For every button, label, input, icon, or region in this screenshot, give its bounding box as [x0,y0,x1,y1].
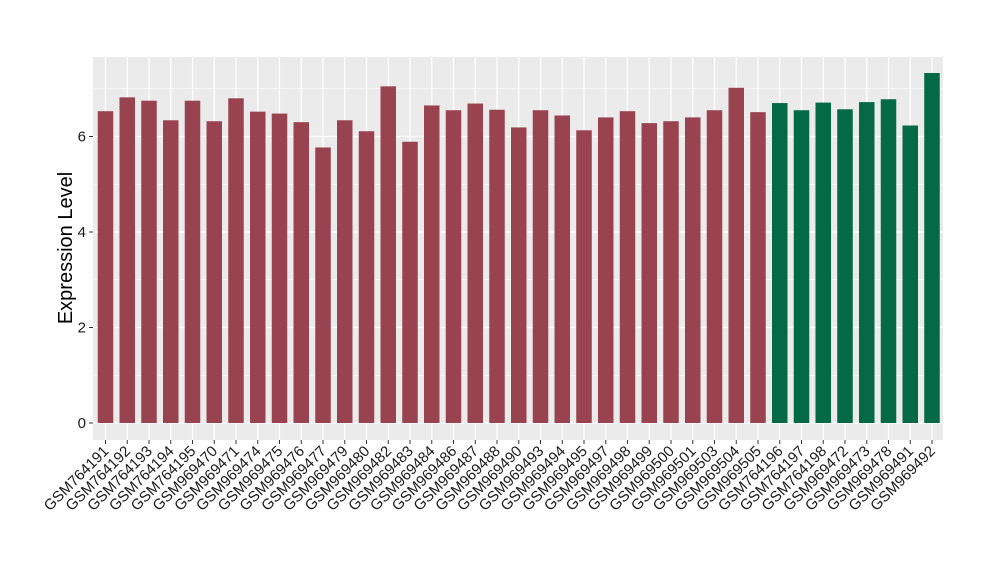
bar-GSM969499 [641,123,657,423]
bar-GSM969493 [532,110,549,424]
y-tick-label: 0 [78,415,86,432]
bar-GSM969471 [228,98,244,424]
bar-GSM969470 [206,121,222,423]
bar-GSM764191 [97,111,114,423]
y-axis: 0 2 4 6 [78,129,93,432]
bar-GSM969492 [924,72,940,424]
bar-GSM969497 [598,117,614,424]
bar-GSM969483 [402,141,418,423]
y-tick-label: 2 [78,320,86,337]
x-axis: GSM764191GSM764192GSM764193GSM764194GSM7… [41,440,939,514]
bar-GSM969475 [271,113,288,423]
bar-GSM969478 [880,99,897,423]
bar-GSM969474 [250,111,266,424]
bar-GSM764196 [772,103,788,423]
bar-GSM969479 [337,120,353,423]
bar-GSM969500 [663,121,679,423]
bar-GSM969505 [750,112,766,424]
bar-GSM969484 [424,105,440,424]
bar-GSM969488 [489,109,505,423]
bar-GSM969477 [315,147,331,424]
bar-GSM969490 [511,127,527,424]
bar-GSM969482 [380,86,396,424]
bar-GSM764194 [163,120,179,423]
y-tick-label: 6 [78,129,86,146]
bar-GSM969491 [902,125,918,423]
bar-GSM969473 [859,102,875,424]
bars-group [97,72,940,424]
bar-GSM764192 [119,97,135,423]
bar-GSM969504 [728,87,744,424]
bar-GSM764197 [793,110,810,424]
y-axis-title: Expression Level [55,172,77,324]
bar-GSM764193 [141,100,157,423]
bar-GSM969501 [685,117,701,424]
bar-GSM969503 [706,110,723,424]
bar-GSM969487 [467,103,483,424]
y-tick-label: 4 [78,224,86,241]
bar-GSM969486 [445,110,462,424]
bar-GSM764198 [815,102,831,423]
bar-GSM969472 [837,109,853,423]
bar-GSM969494 [554,115,570,424]
bar-GSM969495 [576,130,592,424]
bar-GSM969498 [619,111,636,423]
bar-GSM969476 [293,122,309,424]
bar-GSM969480 [358,131,375,423]
bar-GSM764195 [184,100,201,423]
